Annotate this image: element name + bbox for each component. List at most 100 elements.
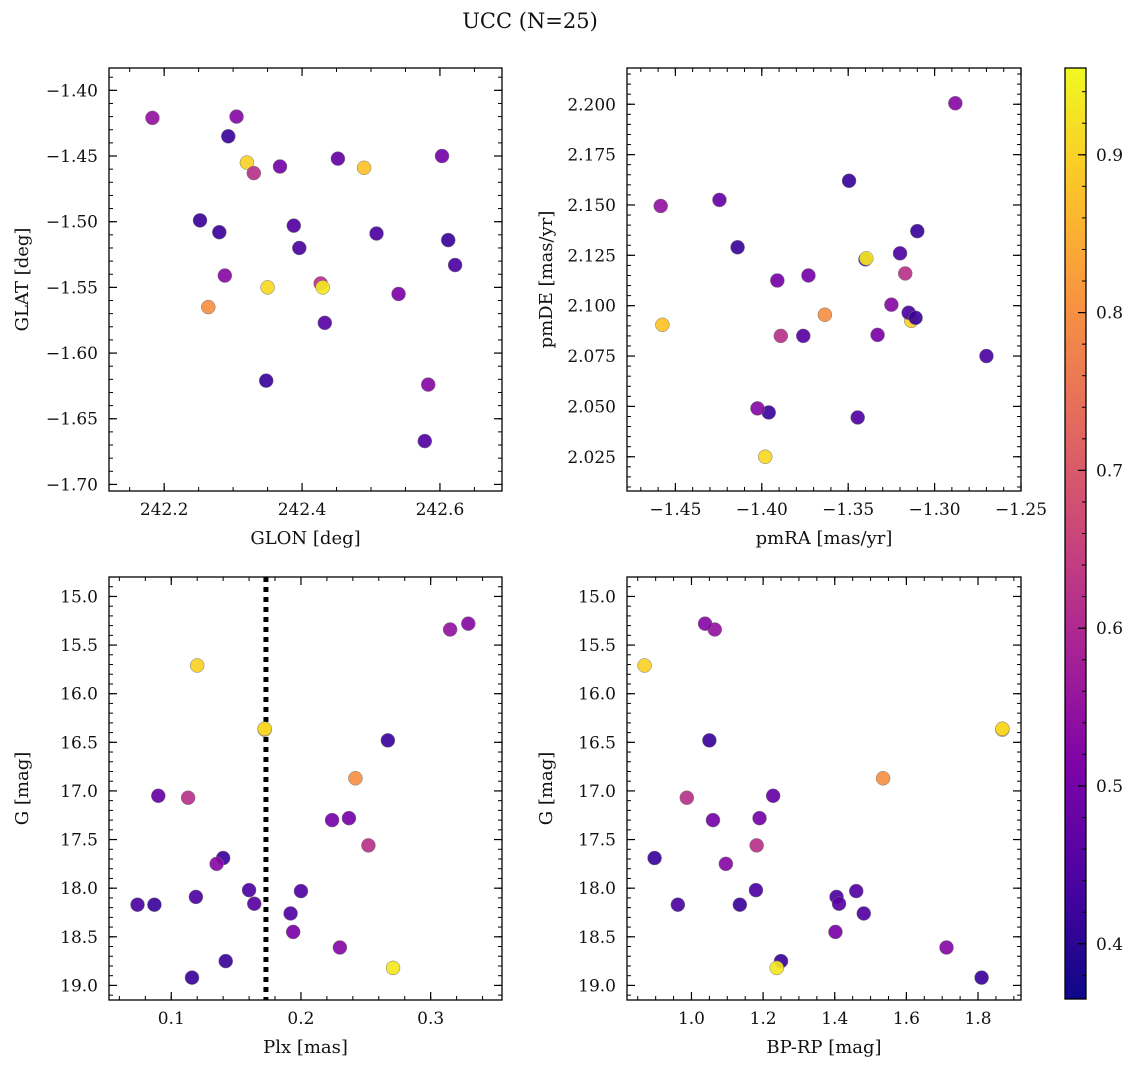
x-tick-label: −1.25 <box>995 500 1047 520</box>
data-point <box>697 616 713 631</box>
panel-glon-glat: 242.2 242.4 242.6 −1.40 −1.45 −1.50 −1.55 −1.60… <box>12 67 503 549</box>
y-axis-label: GLAT [deg] <box>12 228 33 332</box>
y-tick-label: 2.175 <box>567 146 616 166</box>
x-tick-label: −1.35 <box>822 500 874 520</box>
data-point <box>848 883 864 899</box>
x-tick-label: 1.2 <box>750 1009 777 1029</box>
scatter-points <box>637 616 1010 985</box>
data-point <box>801 268 816 283</box>
colorbar-tick-label: 0.7 <box>1096 461 1123 481</box>
y-tick-label: −1.65 <box>46 410 98 430</box>
data-point <box>440 232 456 248</box>
data-point <box>246 165 262 181</box>
colorbar-tick-label: 0.4 <box>1096 935 1123 955</box>
axes-frame <box>108 576 503 1001</box>
data-point <box>324 812 340 828</box>
data-point <box>420 377 436 392</box>
axes-frame <box>626 576 1022 1001</box>
y-tick-label: 17.0 <box>578 782 616 802</box>
y-tick-label: 18.0 <box>578 879 616 899</box>
data-point <box>752 810 767 826</box>
major-ticks <box>109 68 502 491</box>
data-point <box>239 155 255 170</box>
data-point <box>217 268 233 283</box>
data-point <box>218 953 233 969</box>
data-point <box>180 790 196 805</box>
panel-plx-g: 0.1 0.2 0.3 15.0 15.5 16.0 16.5 17.0 17.5 18.0 18.… <box>12 576 503 1058</box>
data-point <box>637 658 652 673</box>
y-tick-label: 19.0 <box>578 976 616 996</box>
data-point <box>369 226 384 241</box>
x-axis-label: pmRA [mas/yr] <box>756 528 893 549</box>
x-tick-label: 0.2 <box>287 1009 314 1029</box>
data-point <box>272 159 288 174</box>
data-point <box>765 788 781 804</box>
x-tick-label: 0.3 <box>417 1009 444 1029</box>
data-point <box>870 327 885 343</box>
data-point <box>229 109 244 124</box>
scatter-points <box>653 96 994 465</box>
data-point <box>330 151 346 166</box>
data-point <box>817 307 833 322</box>
x-axis-label: GLON [deg] <box>250 528 360 549</box>
data-point <box>979 348 994 364</box>
x-tick-label: 0.1 <box>158 1009 185 1029</box>
x-tick-label: 1.8 <box>964 1009 991 1029</box>
scatter-points <box>130 616 476 985</box>
data-point <box>293 883 309 899</box>
y-tick-label: 2.200 <box>567 95 616 115</box>
y-tick-label: 18.5 <box>578 928 616 948</box>
data-point <box>145 110 160 126</box>
y-axis-label: pmDE [mas/yr] <box>536 211 557 349</box>
y-tick-label: 16.0 <box>578 685 616 705</box>
data-point <box>283 906 298 921</box>
figure-title: UCC (N=25) <box>462 9 598 33</box>
y-tick-label: 2.150 <box>567 196 616 216</box>
data-point <box>241 882 257 898</box>
y-tick-label: 18.0 <box>60 879 98 899</box>
data-point <box>317 315 333 331</box>
data-point <box>948 96 963 111</box>
y-axis-label: G [mag] <box>12 752 33 825</box>
data-point <box>188 889 204 905</box>
y-tick-label: −1.50 <box>46 213 98 233</box>
colorbar-tick-label: 0.6 <box>1096 619 1123 639</box>
x-tick-label: −1.40 <box>736 500 788 520</box>
y-tick-label: 2.075 <box>567 347 616 367</box>
y-tick-label: −1.60 <box>46 344 98 364</box>
y-tick-label: −1.70 <box>46 475 98 495</box>
y-tick-label: 2.025 <box>567 448 616 468</box>
y-tick-label: 16.5 <box>578 733 616 753</box>
data-point <box>341 810 357 826</box>
data-point <box>750 401 765 416</box>
y-tick-label: 17.0 <box>60 782 98 802</box>
data-point <box>773 328 789 344</box>
data-point <box>679 790 695 805</box>
colorbar-tick-label: 0.9 <box>1096 146 1123 166</box>
x-tick-label: 1.6 <box>893 1009 920 1029</box>
data-point <box>356 160 372 176</box>
data-point <box>417 433 433 449</box>
axes-frame <box>108 67 503 492</box>
data-point <box>732 897 748 912</box>
data-point <box>361 838 376 853</box>
data-point <box>831 896 847 911</box>
data-point <box>995 721 1010 736</box>
y-tick-label: 2.100 <box>567 297 616 317</box>
x-axis-label: BP-RP [mag] <box>766 1037 881 1058</box>
data-point <box>796 328 811 344</box>
y-tick-label: 2.125 <box>567 246 616 266</box>
data-point <box>718 856 734 872</box>
data-point <box>850 410 865 425</box>
x-tick-label: 242.2 <box>140 500 189 520</box>
data-point <box>201 299 216 315</box>
data-point <box>910 223 925 239</box>
minor-ticks <box>109 577 502 1000</box>
data-point <box>315 280 330 295</box>
colorbar-gradient <box>1065 68 1086 999</box>
data-point <box>939 940 954 955</box>
y-axis-label: G [mag] <box>536 752 557 825</box>
axes-frame <box>626 67 1022 492</box>
x-tick-label: 1.0 <box>678 1009 705 1029</box>
